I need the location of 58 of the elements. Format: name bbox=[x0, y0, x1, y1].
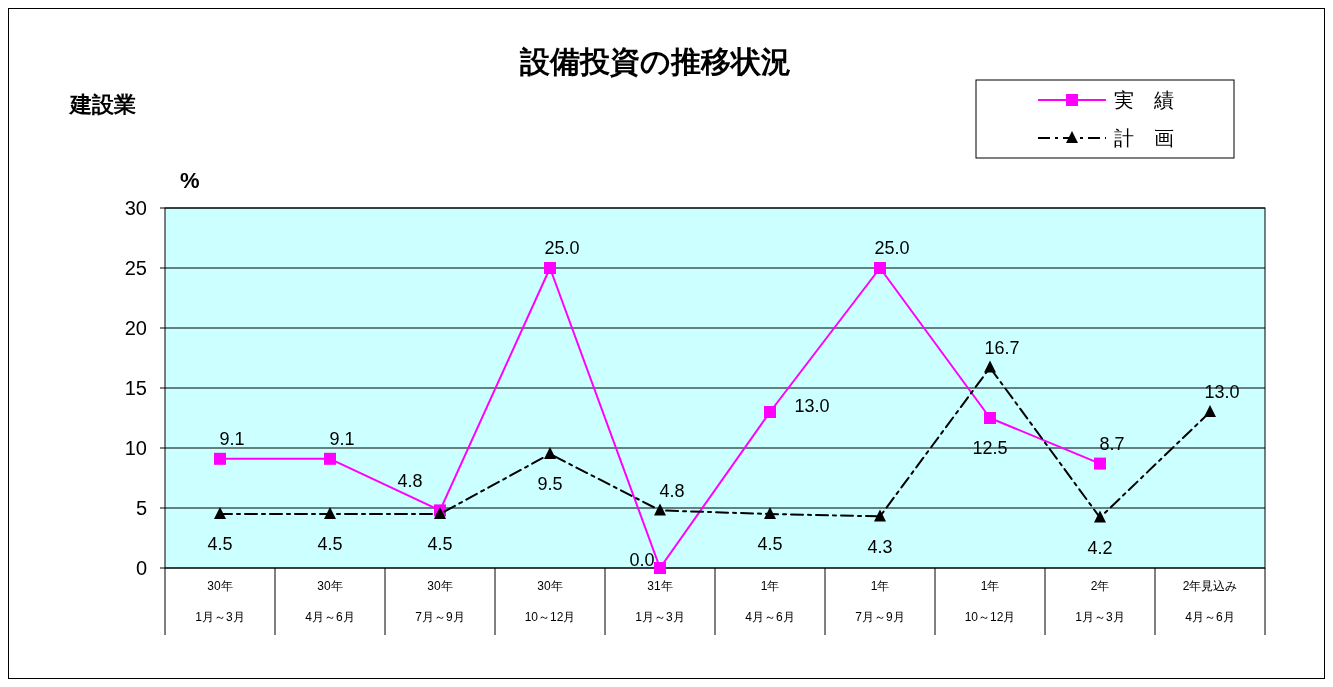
category-label: 1年 7月～9月 bbox=[855, 579, 905, 624]
data-label: 0.0 bbox=[629, 550, 655, 571]
chart-title: 設備投資の推移状況 bbox=[518, 45, 791, 78]
data-label: 4.8 bbox=[659, 480, 685, 501]
point bbox=[764, 507, 776, 519]
category-label: 30年 7月～9月 bbox=[415, 579, 465, 624]
data-label: 25.0 bbox=[544, 238, 580, 259]
point bbox=[324, 507, 336, 519]
category-label: 2年見込み 4月～6月 bbox=[1182, 579, 1238, 624]
data-label: 13.0 bbox=[1204, 382, 1240, 403]
point bbox=[544, 262, 556, 274]
point bbox=[214, 452, 226, 465]
y-axis-title: % bbox=[180, 168, 200, 193]
point bbox=[1204, 405, 1216, 417]
data-label: 4.5 bbox=[207, 534, 233, 555]
category-label: 30年 10～12月 bbox=[524, 579, 576, 624]
category-label: 1年 4月～6月 bbox=[745, 579, 795, 624]
category-label: 1年 10～12月 bbox=[964, 579, 1016, 624]
y-tick-label: 30 bbox=[124, 197, 147, 219]
y-tick-label: 5 bbox=[135, 497, 147, 519]
point bbox=[214, 507, 226, 519]
category-label: 2年 1月～3月 bbox=[1075, 579, 1125, 624]
data-label: 9.1 bbox=[219, 429, 245, 450]
data-label: 25.0 bbox=[874, 238, 910, 259]
text: 建設業 bbox=[68, 92, 136, 117]
point bbox=[654, 562, 666, 574]
point bbox=[984, 360, 996, 373]
point bbox=[654, 503, 666, 516]
data-label: 4.5 bbox=[427, 534, 453, 555]
data-label: 4.5 bbox=[757, 534, 783, 555]
point bbox=[544, 447, 556, 459]
point bbox=[324, 452, 336, 465]
category-label: 31年 1月～3月 bbox=[635, 579, 685, 624]
y-tick-label: 15 bbox=[124, 377, 147, 399]
data-label: 4.5 bbox=[317, 534, 343, 555]
point bbox=[874, 262, 886, 274]
category-label: 30年 1月～3月 bbox=[195, 579, 245, 624]
y-tick-label: 0 bbox=[135, 557, 147, 579]
point bbox=[984, 412, 996, 424]
data-label: 13.0 bbox=[794, 396, 830, 417]
point bbox=[764, 406, 776, 418]
legend-label: 計 画 bbox=[1114, 127, 1174, 149]
point bbox=[874, 509, 886, 522]
y-tick-label: 10 bbox=[124, 437, 147, 459]
data-label: 9.5 bbox=[537, 474, 563, 495]
data-label: 16.7 bbox=[984, 337, 1020, 358]
category-label: 30年 4月～6月 bbox=[305, 579, 355, 624]
y-tick-label: 25 bbox=[124, 257, 147, 279]
y-tick-label: 20 bbox=[124, 317, 147, 339]
data-label: 12.5 bbox=[972, 438, 1008, 459]
point bbox=[1094, 457, 1106, 470]
legend-label: 実 績 bbox=[1114, 89, 1174, 111]
data-label: 9.1 bbox=[329, 429, 355, 450]
point bbox=[1094, 510, 1106, 523]
data-label: 8.7 bbox=[1099, 433, 1125, 454]
data-label: 4.2 bbox=[1087, 537, 1113, 558]
data-label: 4.8 bbox=[397, 470, 423, 491]
data-label: 4.3 bbox=[867, 536, 893, 557]
